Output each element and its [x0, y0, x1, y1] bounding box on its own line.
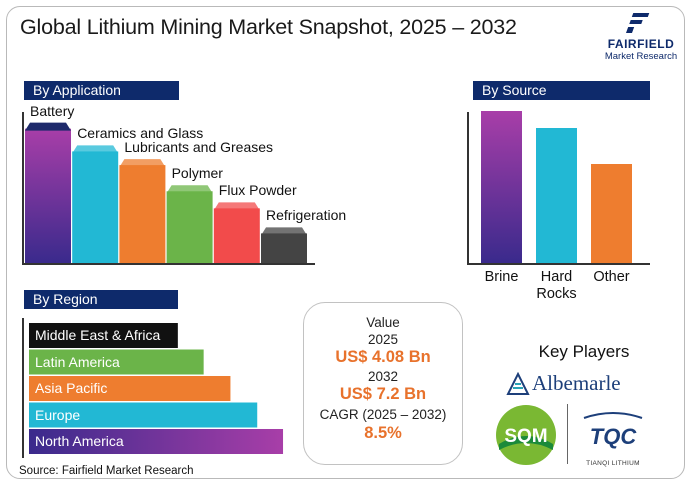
fairfield-logo: FAIRFIELD Market Research [598, 11, 684, 62]
region-bar-middle-east-africa [29, 323, 178, 348]
snapshot-frame [6, 6, 685, 479]
value-label: Value [366, 315, 400, 330]
application-bar-cap-refrigeration [261, 227, 307, 236]
year-2025: 2025 [367, 332, 399, 347]
source-bar-hard-rocks [536, 128, 577, 263]
application-bar-cap-ceramics-and-glass [72, 145, 119, 154]
market-stats-box: Value 2025 US$ 4.08 Bn 2032 US$ 7.2 Bn C… [303, 302, 463, 465]
application-bar-cap-battery [25, 122, 71, 131]
source-note: Source: Fairfield Market Research [19, 465, 194, 477]
tianqi-mark-text: TQC [590, 424, 638, 449]
application-bar-ceramics-and-glass [72, 151, 119, 263]
logo-divider [567, 404, 568, 464]
application-bar-battery [25, 128, 71, 263]
section-header-source-label: By Source [482, 82, 547, 98]
source-label-line: Hard [540, 269, 573, 285]
application-bar-cap-polymer [166, 185, 213, 194]
section-header-source: By Source [470, 81, 650, 100]
region-y-axis [22, 318, 24, 458]
source-label-other: Other [583, 269, 640, 286]
section-header-region-label: By Region [33, 291, 98, 307]
sqm-wordmark: SQM [504, 426, 547, 447]
tianqi-mark-icon: TQC [583, 412, 643, 449]
region-bar-north-america [29, 429, 284, 454]
cagr-label: CAGR (2025 – 2032) [319, 407, 447, 422]
region-label-latin-america: Latin America [35, 353, 120, 370]
application-label-flux-powder: Flux Powder [218, 182, 297, 199]
region-label-asia-pacific: Asia Pacific [35, 380, 108, 396]
source-y-axis [467, 112, 469, 264]
application-label-battery: Battery [30, 102, 75, 119]
fairfield-logo-mark [625, 13, 650, 33]
application-y-axis [22, 112, 24, 264]
albemarle-wordmark: Albemarle [532, 371, 621, 395]
application-bar-polymer [166, 191, 213, 263]
cagr-value: 8.5% [364, 424, 402, 442]
albemarle-mark-icon [506, 372, 530, 395]
source-label-brine: Brine [473, 269, 530, 286]
tianqi-wordmark: TIANQI LITHIUM [586, 460, 640, 467]
source-label-line: Other [593, 269, 630, 285]
key-players-title: Key Players [538, 342, 630, 361]
application-label-lubricants-and-greases: Lubricants and Greases [124, 139, 274, 156]
tianqi-logo: TQC TIANQI LITHIUM [578, 410, 648, 470]
year-2032: 2032 [367, 369, 399, 384]
section-header-application-label: By Application [33, 82, 121, 98]
application-label-polymer: Polymer [171, 165, 223, 182]
logo-subtitle: Market Research [604, 51, 678, 62]
application-label-refrigeration: Refrigeration [266, 207, 347, 224]
region-label-north-america: North America [35, 433, 124, 449]
page-title: Global Lithium Mining Market Snapshot, 2… [20, 15, 517, 39]
region-label-middle-east-africa: Middle East & Africa [35, 327, 161, 343]
application-bar-cap-lubricants-and-greases [119, 159, 166, 168]
source-bar-brine [481, 111, 522, 263]
albemarle-logo: Albemarle [506, 370, 656, 398]
application-bar-flux-powder [213, 208, 260, 263]
application-bar-cap-flux-powder [213, 202, 260, 211]
sqm-logo: SQM [496, 405, 556, 465]
value-2032: US$ 7.2 Bn [339, 385, 427, 403]
source-bar-other [591, 164, 632, 263]
application-label-ceramics-and-glass: Ceramics and Glass [77, 125, 204, 142]
application-bar-refrigeration [261, 233, 307, 263]
logo-wordmark: FAIRFIELD [607, 37, 675, 51]
value-2025: US$ 4.08 Bn [335, 348, 431, 366]
region-bar-europe [29, 402, 258, 428]
application-x-axis [22, 263, 315, 265]
application-bar-lubricants-and-greases [119, 165, 166, 263]
source-x-axis [467, 263, 650, 265]
region-label-europe: Europe [35, 406, 81, 423]
section-header-application: By Application [21, 81, 179, 100]
source-label-line: Rocks [536, 286, 577, 302]
source-label-hard-rocks: Hard Rocks [528, 269, 585, 303]
region-bar-latin-america [29, 349, 204, 375]
source-label-line: Brine [484, 269, 519, 285]
section-header-region: By Region [21, 290, 178, 309]
region-bar-asia-pacific [29, 376, 231, 401]
